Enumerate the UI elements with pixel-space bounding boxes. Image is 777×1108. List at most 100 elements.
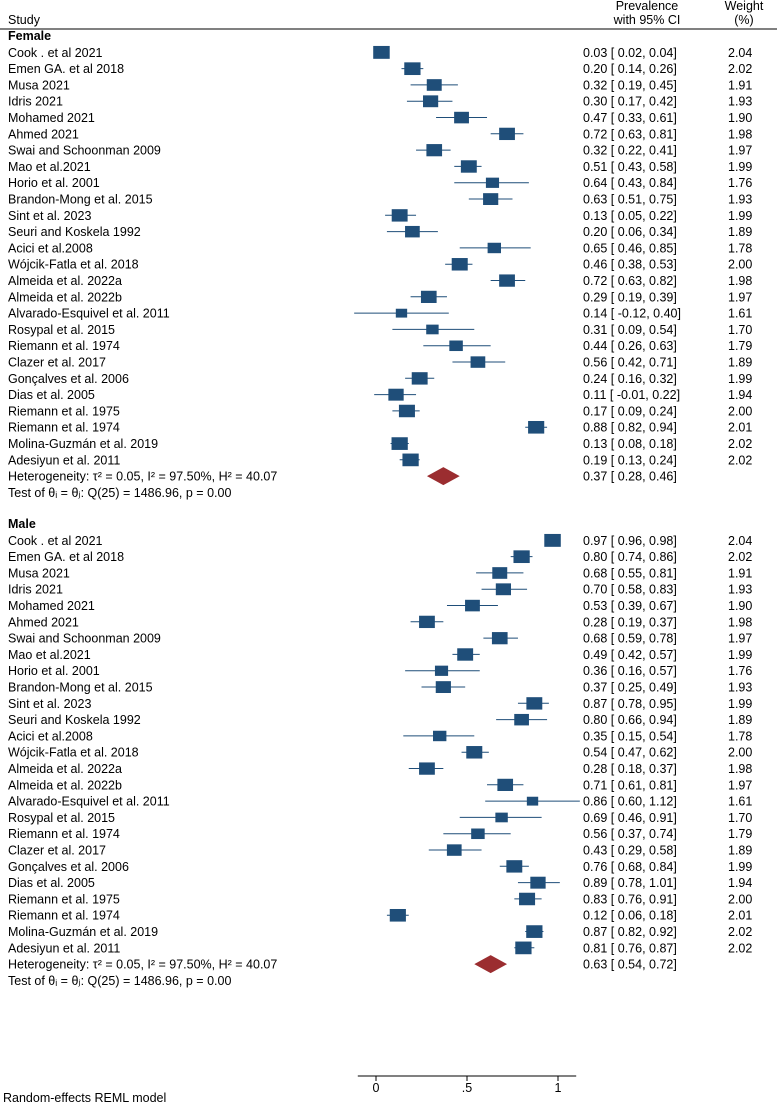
study-row: Almeida et al. 2022a 0.28 [ 0.18, 0.37] 1.… — [8, 762, 752, 776]
weight-value: 2.04 — [728, 46, 752, 60]
ci-value: 0.13 [ 0.08, 0.18] — [583, 437, 677, 451]
study-row: Gonçalves et al. 2006 0.76 [ 0.68, 0.84] 1… — [8, 860, 752, 874]
weight-value: 1.99 — [728, 697, 752, 711]
weight-value: 1.61 — [728, 307, 752, 321]
study-row: Sint et al. 2023 0.87 [ 0.78, 0.95] 1.99 — [8, 697, 752, 711]
ci-value: 0.63 [ 0.51, 0.75] — [583, 193, 677, 207]
point-marker — [402, 453, 419, 467]
ci-value: 0.69 [ 0.46, 0.91] — [583, 811, 677, 825]
study-row: Molina-Guzmán et al. 2019 0.13 [ 0.08, 0.… — [8, 437, 752, 451]
point-marker — [426, 324, 439, 335]
point-marker — [426, 79, 442, 91]
weight-value: 1.99 — [728, 209, 752, 223]
ci-value: 0.28 [ 0.19, 0.37] — [583, 615, 677, 629]
study-row: Rosypal et al. 2015 0.31 [ 0.09, 0.54] 1.7… — [8, 323, 752, 337]
ci-value: 0.80 [ 0.74, 0.86] — [583, 550, 677, 564]
weight-value: 1.99 — [728, 648, 752, 662]
ci-value: 0.70 [ 0.58, 0.83] — [583, 583, 677, 597]
point-marker — [420, 290, 437, 303]
study-row: Riemann et al. 1974 0.44 [ 0.26, 0.63] 1.7… — [8, 339, 752, 353]
point-marker — [526, 925, 543, 938]
study-label: Dias et al. 2005 — [8, 876, 95, 890]
ci-value: 0.88 [ 0.82, 0.94] — [583, 421, 677, 435]
ci-value: 0.87 [ 0.82, 0.92] — [583, 925, 677, 939]
study-label: Alvarado-Esquivel et al. 2011 — [8, 307, 170, 321]
point-marker — [391, 437, 408, 450]
weight-value: 1.93 — [728, 583, 752, 597]
ci-value: 0.19 [ 0.13, 0.24] — [583, 453, 677, 467]
ci-value: 0.46 [ 0.38, 0.53] — [583, 258, 677, 272]
weight-value: 1.89 — [728, 225, 752, 239]
study-row: Emen GA. et al 2018 0.80 [ 0.74, 0.86] 2.0… — [8, 550, 752, 564]
study-label: Almeida et al. 2022b — [8, 778, 122, 792]
weight-value: 1.93 — [728, 681, 752, 695]
study-row: Acici et al.2008 0.35 [ 0.15, 0.54] 1.78 — [8, 729, 752, 743]
study-label: Seuri and Koskela 1992 — [8, 713, 141, 727]
ci-value: 0.13 [ 0.05, 0.22] — [583, 209, 677, 223]
ci-value: 0.47 [ 0.33, 0.61] — [583, 111, 677, 125]
weight-value: 1.89 — [728, 713, 752, 727]
study-label: Almeida et al. 2022a — [8, 762, 122, 776]
weight-value: 1.78 — [728, 241, 752, 255]
point-marker — [460, 160, 477, 173]
x-tick-label: 0 — [373, 1081, 380, 1095]
study-row: Gonçalves et al. 2006 0.24 [ 0.16, 0.32] 1… — [8, 372, 752, 386]
study-row: Riemann et al. 1974 0.12 [ 0.06, 0.18] 2.0… — [8, 909, 752, 923]
point-marker — [506, 860, 523, 873]
ci-value: 0.65 [ 0.46, 0.85] — [583, 241, 677, 255]
study-label: Alvarado-Esquivel et al. 2011 — [8, 795, 170, 809]
study-row: Swai and Schoonman 2009 0.68 [ 0.59, 0.78… — [8, 632, 752, 646]
point-marker — [405, 225, 420, 238]
study-row: Wójcik-Fatla et al. 2018 0.54 [ 0.47, 0.6… — [8, 746, 752, 760]
study-label: Clazer et al. 2017 — [8, 844, 106, 858]
point-marker — [492, 567, 508, 579]
point-marker — [471, 828, 485, 840]
point-marker — [485, 177, 500, 188]
point-marker — [499, 274, 515, 287]
point-marker — [526, 796, 539, 806]
effect-column-header-line1: Prevalence — [616, 0, 679, 13]
study-row: Cook . et al 2021 0.03 [ 0.02, 0.04] 2.04 — [8, 46, 752, 60]
study-label: Emen GA. et al 2018 — [8, 550, 124, 564]
weight-value: 2.00 — [728, 892, 752, 906]
study-label: Horio et al. 2001 — [8, 176, 100, 190]
ci-value: 0.44 [ 0.26, 0.63] — [583, 339, 677, 353]
point-marker — [497, 778, 514, 791]
ci-value: 0.20 [ 0.06, 0.34] — [583, 225, 677, 239]
study-label: Acici et al.2008 — [8, 241, 93, 255]
weight-value: 1.90 — [728, 599, 752, 613]
weight-value: 1.61 — [728, 795, 752, 809]
homogeneity-test: Test of θᵢ = θⱼ: Q(25) = 1486.96, p = 0.… — [8, 486, 231, 500]
weight-value: 1.97 — [728, 144, 752, 158]
ci-value: 0.51 [ 0.43, 0.58] — [583, 160, 677, 174]
ci-value: 0.17 [ 0.09, 0.24] — [583, 404, 677, 418]
point-marker — [499, 127, 515, 141]
study-row: Mao et al.2021 0.49 [ 0.42, 0.57] 1.99 — [8, 648, 752, 662]
study-label: Brandon-Mong et al. 2015 — [8, 193, 153, 207]
study-label: Adesiyun et al. 2011 — [8, 453, 120, 467]
weight-value: 1.97 — [728, 290, 752, 304]
model-note: Random-effects REML model — [3, 1091, 166, 1105]
ci-value: 0.14 [ -0.12, 0.40] — [583, 307, 681, 321]
weight-value: 1.98 — [728, 762, 752, 776]
weight-value: 1.99 — [728, 860, 752, 874]
weight-value: 1.70 — [728, 811, 752, 825]
study-row: Seuri and Koskela 1992 0.80 [ 0.66, 0.94]… — [8, 713, 752, 727]
point-marker — [530, 876, 546, 889]
study-row: Molina-Guzmán et al. 2019 0.87 [ 0.82, 0.… — [8, 925, 752, 939]
study-label: Riemann et al. 1974 — [8, 339, 120, 353]
study-label: Cook . et al 2021 — [8, 46, 103, 60]
weight-value: 1.98 — [728, 615, 752, 629]
ci-value: 0.68 [ 0.55, 0.81] — [583, 566, 677, 580]
weight-value: 2.02 — [728, 62, 752, 76]
ci-value: 0.53 [ 0.39, 0.67] — [583, 599, 677, 613]
study-label: Ahmed 2021 — [8, 615, 79, 629]
pooled-ci-value: 0.63 [ 0.54, 0.72] — [583, 958, 677, 972]
study-label: Molina-Guzmán et al. 2019 — [8, 437, 158, 451]
study-label: Acici et al.2008 — [8, 729, 93, 743]
weight-value: 1.91 — [728, 566, 752, 580]
weight-value: 2.01 — [728, 909, 752, 923]
study-row: Rosypal et al. 2015 0.69 [ 0.46, 0.91] 1.7… — [8, 811, 752, 825]
study-row: Riemann et al. 1974 0.88 [ 0.82, 0.94] 2.0… — [8, 421, 752, 435]
ci-value: 0.64 [ 0.43, 0.84] — [583, 176, 677, 190]
